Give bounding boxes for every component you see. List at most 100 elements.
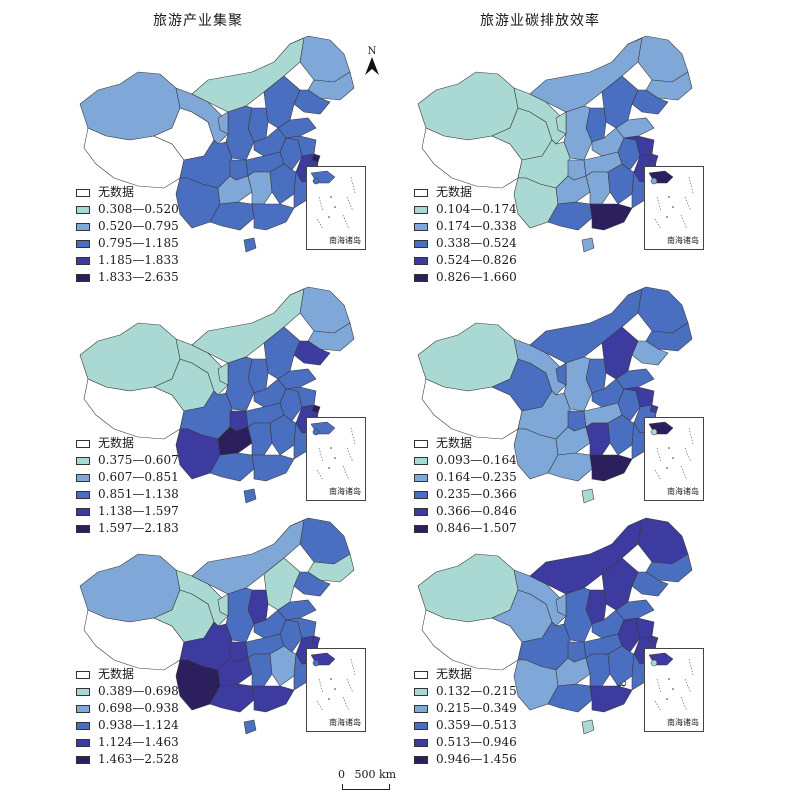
legend-item: 0.698—0.938 [76,700,179,717]
legend-swatch [414,256,428,265]
legend-label: 1.833—2.635 [98,270,179,284]
legend-no-data: 无数据 [76,666,179,683]
legend-label: 0.235—0.366 [436,487,517,501]
china-map [79,517,355,735]
province-liaoning [293,571,331,597]
legend-item: 1.185—1.833 [76,252,179,269]
legend-swatch [76,687,90,696]
south-china-sea-inset: 南海诸岛 [644,648,704,732]
legend-swatch [76,524,90,533]
province-hunan [585,171,611,205]
legend-label: 0.513—0.946 [436,735,517,749]
legend-item: 0.215—0.349 [414,700,517,717]
province-jiangxi [269,645,297,687]
legend-label: 0.164—0.235 [436,470,517,484]
legend-swatch [76,273,90,282]
province-ningxia [217,111,229,135]
inset-label: 南海诸岛 [329,236,361,245]
province-jiangxi [607,163,635,205]
map-panel-5: 南海诸岛 无数据 0.389—0.698 0.698—0.938 0.938—1.124… [68,514,368,766]
province-xinjiang [417,553,519,623]
legend-swatch [76,490,90,499]
legend-swatch [414,507,428,516]
legend-no-data: 无数据 [414,666,517,683]
legend-item: 0.520—0.795 [76,218,179,235]
legend-item: 0.846—1.507 [414,520,517,537]
legend-label: 0.698—0.938 [98,701,179,715]
legend-no-data: 无数据 [414,435,517,452]
province-hunan [585,653,611,687]
legend-label: 0.851—1.138 [98,487,179,501]
province-guangdong [251,685,295,713]
legend-swatch [414,222,428,231]
province-hainan [581,719,595,735]
province-shaanxi [563,587,593,643]
legend-item: 0.513—0.946 [414,734,517,751]
legend-swatch [414,273,428,282]
legend-item: 0.389—0.698 [76,683,179,700]
legend-label: 0.375—0.607 [98,453,179,467]
legend-swatch [76,738,90,747]
province-hunan [247,653,273,687]
province-hainan [243,719,257,735]
south-china-sea-inset: 南海诸岛 [306,166,366,250]
legend-label: 0.338—0.524 [436,236,517,250]
legend-swatch [76,721,90,730]
legend-label: 0.846—1.507 [436,521,517,535]
legend-label: 0.132—0.215 [436,684,517,698]
legend-swatch [76,205,90,214]
legend-label: 0.366—0.846 [436,504,517,518]
column-title-agglomeration: 旅游产业集聚 [153,13,243,29]
legend-swatch [76,256,90,265]
legend-swatch [414,490,428,499]
legend-label: 1.185—1.833 [98,253,179,267]
china-map [417,286,693,504]
legend-label: 0.359—0.513 [436,718,517,732]
legend-swatch [76,239,90,248]
province-guangdong [589,454,633,482]
province-guangxi [547,201,593,231]
scale-zero: 0 [338,768,345,781]
map-panel-1: 南海诸岛 无数据 0.308—0.520 0.520—0.795 0.795—1.185… [68,32,368,284]
south-china-sea-inset: 南海诸岛 [306,648,366,732]
legend: 无数据 0.093—0.164 0.164—0.235 0.235—0.366 0.36… [414,435,517,537]
legend-swatch [414,670,428,679]
legend-item: 0.308—0.520 [76,201,179,218]
map-panel-2: 南海诸岛 无数据 0.104—0.174 0.174—0.338 0.338—0.524… [406,32,706,284]
china-map [417,517,693,735]
province-hainan [581,237,595,253]
legend-swatch [414,755,428,764]
legend-swatch [76,439,90,448]
legend-swatch [414,738,428,747]
legend-label: 无数据 [436,436,473,450]
legend-label: 0.104—0.174 [436,202,517,216]
legend-swatch [414,473,428,482]
inset-label: 南海诸岛 [329,487,361,496]
legend-swatch [76,755,90,764]
legend-item: 0.851—1.138 [76,486,179,503]
legend: 无数据 0.132—0.215 0.215—0.349 0.359—0.513 0.51… [414,666,517,768]
province-guangxi [209,683,255,713]
legend-label: 无数据 [98,667,135,681]
province-shaanxi [225,105,255,161]
province-hainan [243,237,257,253]
legend-no-data: 无数据 [414,184,517,201]
legend-item: 0.826—1.660 [414,269,517,286]
province-guangxi [209,201,255,231]
province-ningxia [217,593,229,617]
legend-swatch [414,687,428,696]
legend-item: 0.104—0.174 [414,201,517,218]
province-liaoning [293,340,331,366]
province-ningxia [217,362,229,386]
scale-distance: 500 km [354,768,397,781]
legend-label: 0.938—1.124 [98,718,179,732]
legend-item: 0.375—0.607 [76,452,179,469]
column-title-carbon-efficiency: 旅游业碳排放效率 [480,13,600,29]
province-xinjiang [79,71,181,141]
legend-swatch [414,721,428,730]
province-xinjiang [417,71,519,141]
inset-label: 南海诸岛 [667,487,699,496]
legend-label: 1.597—2.183 [98,521,179,535]
inset-label: 南海诸岛 [329,718,361,727]
province-shaanxi [225,356,255,412]
